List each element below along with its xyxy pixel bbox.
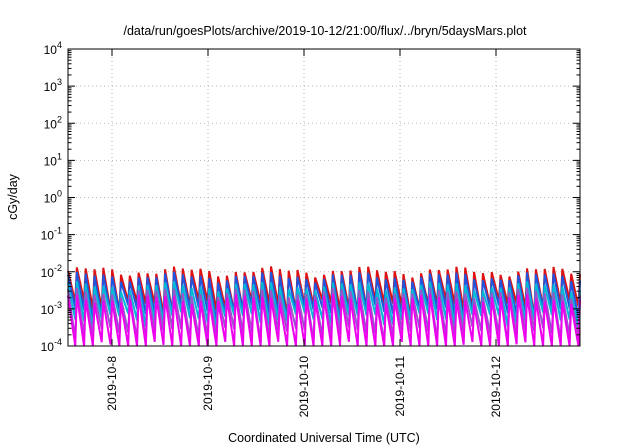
y-tick-label: 10-3 [41, 300, 62, 317]
tick-marks [68, 48, 580, 347]
y-tick-label: 10-2 [41, 263, 62, 280]
series-group [67, 266, 581, 347]
x-tick-label: 2019-10-10 [297, 356, 311, 418]
y-tick-label: 104 [44, 40, 62, 57]
x-tick-labels: 2019-10-8 2019-10-9 2019-10-10 2019-10-11 20… [105, 356, 503, 418]
y-axis-label: cGy/day [6, 173, 20, 220]
x-axis-label: Coordinated Universal Time (UTC) [228, 431, 420, 445]
y-tick-label: 101 [44, 151, 62, 168]
x-tick-label: 2019-10-11 [393, 356, 407, 417]
x-tick-label: 2019-10-12 [489, 356, 503, 418]
x-tick-label: 2019-10-9 [201, 356, 215, 411]
y-tick-label: 100 [44, 189, 62, 206]
y-tick-label: 10-1 [41, 226, 62, 243]
y-tick-label: 102 [44, 114, 62, 131]
y-tick-label: 103 [44, 77, 62, 94]
y-tick-labels: 10-4 10-3 10-2 10-1 100 101 102 103 104 [41, 40, 62, 354]
x-tick-label: 2019-10-8 [105, 356, 119, 411]
chart-title: /data/run/goesPlots/archive/2019-10-12/2… [123, 24, 527, 38]
series-line [67, 293, 581, 347]
y-tick-label: 10-4 [41, 337, 62, 354]
